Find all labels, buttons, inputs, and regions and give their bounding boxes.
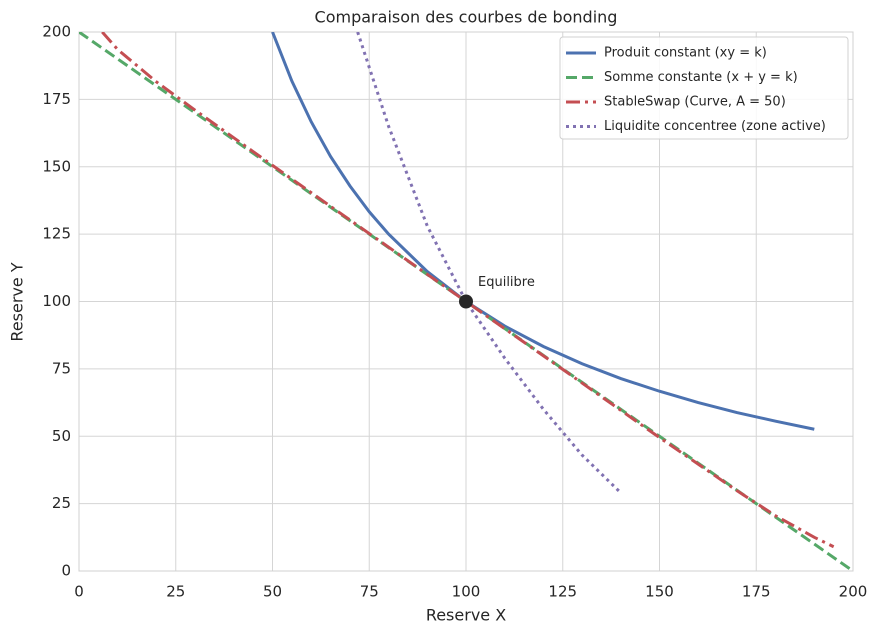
plot-frame	[78, 31, 854, 572]
y-axis-label: Reserve Y	[8, 262, 27, 341]
x-tick-label: 100	[452, 583, 481, 601]
x-tick-label: 125	[548, 583, 577, 601]
annotation: Equilibre	[478, 275, 535, 290]
legend-box	[559, 36, 849, 140]
y-tick-label: 25	[52, 494, 71, 512]
y-tick-label: 50	[52, 427, 71, 445]
y-tick-label: 0	[61, 562, 71, 580]
x-axis-label: Reserve X	[426, 606, 506, 625]
legend-label: Produit constant (xy = k)	[604, 46, 767, 61]
y-tick-label: 100	[42, 292, 71, 310]
marker	[459, 294, 473, 309]
x-tick-label: 75	[360, 583, 379, 601]
x-tick-label: 50	[263, 583, 282, 601]
line	[271, 32, 815, 431]
legend-label: Somme constante (x + y = k)	[604, 70, 798, 85]
x-tick-label: 200	[839, 583, 868, 601]
y-tick-label: 175	[42, 90, 71, 108]
x-tick-label: 150	[645, 583, 674, 601]
y-tick-label: 150	[42, 157, 71, 175]
y-tick-label: 125	[42, 225, 71, 243]
x-tick-label: 175	[742, 583, 771, 601]
x-tick-label: 25	[166, 583, 185, 601]
x-tick-label: 0	[74, 583, 84, 601]
legend-label: Liquidite concentree (zone active)	[604, 119, 826, 134]
chart-title: Comparaison des courbes de bonding	[315, 8, 618, 27]
legend-label: StableSwap (Curve, A = 50)	[604, 95, 786, 110]
y-tick-label: 200	[42, 23, 71, 41]
y-tick-label: 75	[52, 359, 71, 377]
